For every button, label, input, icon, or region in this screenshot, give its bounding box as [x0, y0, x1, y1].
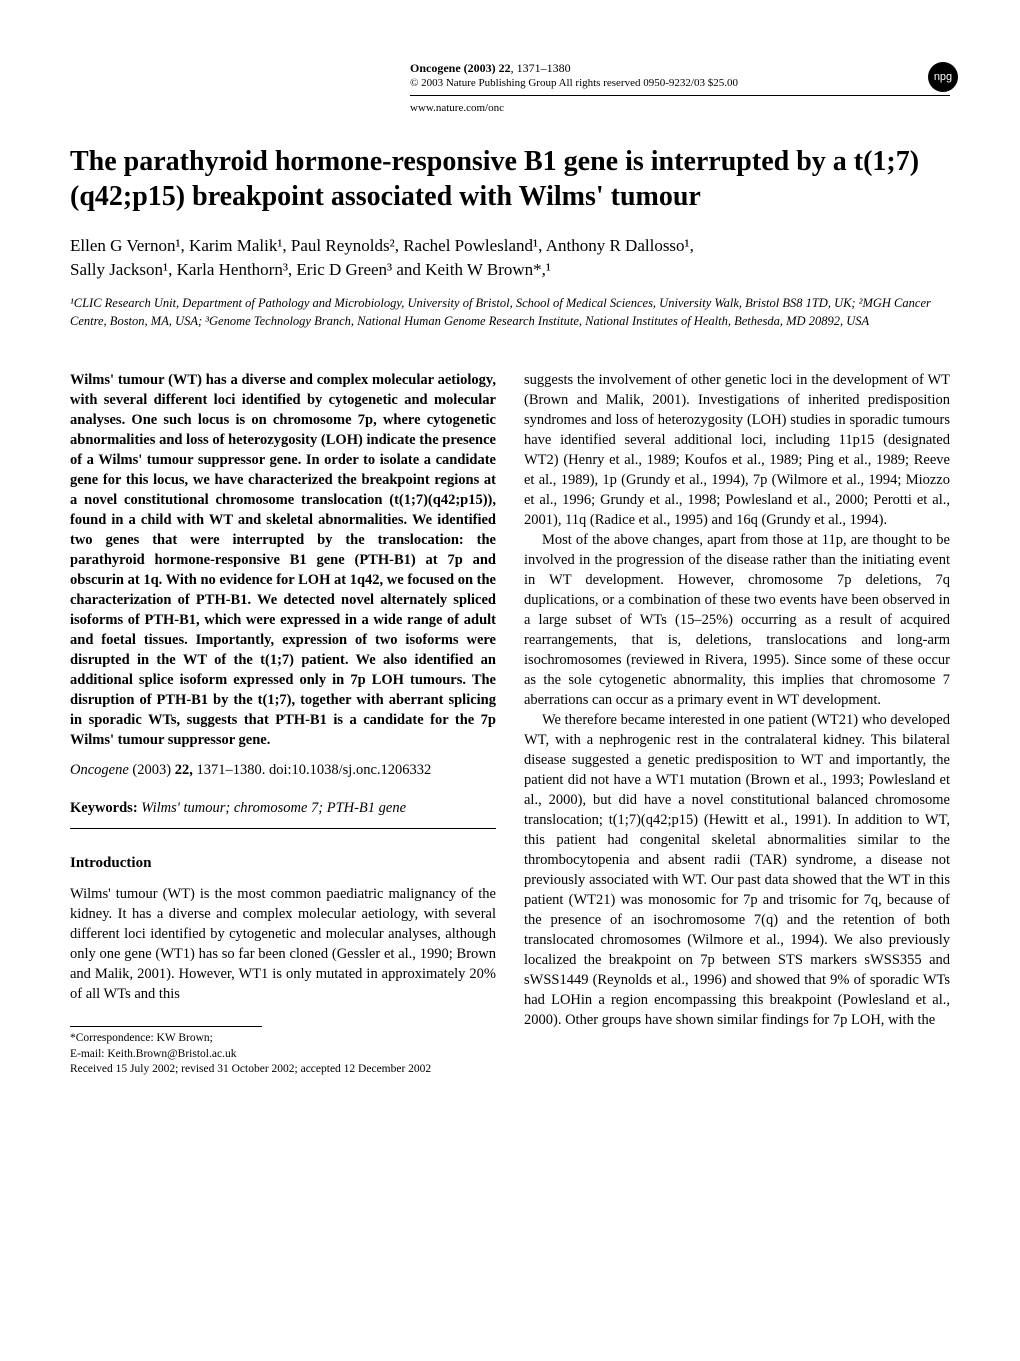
- article-title: The parathyroid hormone-responsive B1 ge…: [70, 144, 950, 214]
- journal-name: Oncogene (2003): [410, 61, 496, 75]
- keywords-label: Keywords:: [70, 800, 138, 816]
- keywords-block: Keywords: Wilms' tumour; chromosome 7; P…: [70, 798, 496, 818]
- citation-year: (2003): [132, 762, 171, 778]
- authors-line-1: Ellen G Vernon¹, Karim Malik¹, Paul Reyn…: [70, 234, 950, 258]
- left-column: Wilms' tumour (WT) has a diverse and com…: [70, 370, 496, 1077]
- correspondence-footnote: *Correspondence: KW Brown;: [70, 1031, 496, 1047]
- citation-volume: 22,: [175, 762, 193, 778]
- keywords-rule: [70, 828, 496, 829]
- intro-heading: Introduction: [70, 853, 496, 874]
- citation-line: Oncogene (2003) 22, 1371–1380. doi:10.10…: [70, 760, 496, 780]
- two-column-body: Wilms' tumour (WT) has a diverse and com…: [70, 370, 950, 1077]
- keywords-text: Wilms' tumour; chromosome 7; PTH-B1 gene: [138, 800, 406, 816]
- intro-paragraph: Wilms' tumour (WT) is the most common pa…: [70, 884, 496, 1004]
- journal-volume: 22: [499, 61, 511, 75]
- authors-block: Ellen G Vernon¹, Karim Malik¹, Paul Reyn…: [70, 234, 950, 282]
- col2-para3: We therefore became interested in one pa…: [524, 710, 950, 1030]
- citation-doi: doi:10.1038/sj.onc.1206332: [269, 762, 431, 778]
- footnote-rule: [70, 1026, 262, 1027]
- received-footnote: Received 15 July 2002; revised 31 Octobe…: [70, 1062, 496, 1078]
- right-column: suggests the involvement of other geneti…: [524, 370, 950, 1077]
- header-rule: [410, 95, 950, 96]
- journal-url: www.nature.com/onc: [410, 102, 950, 114]
- col2-para2: Most of the above changes, apart from th…: [524, 530, 950, 710]
- email-footnote: E-mail: Keith.Brown@Bristol.ac.uk: [70, 1047, 496, 1063]
- journal-reference: Oncogene (2003) 22, 1371–1380: [410, 60, 950, 77]
- col2-para1: suggests the involvement of other geneti…: [524, 370, 950, 530]
- journal-header: Oncogene (2003) 22, 1371–1380 © 2003 Nat…: [410, 60, 950, 89]
- journal-pages: 1371–1380: [517, 61, 571, 75]
- authors-line-2: Sally Jackson¹, Karla Henthorn³, Eric D …: [70, 258, 950, 282]
- affiliations: ¹CLIC Research Unit, Department of Patho…: [70, 295, 950, 330]
- citation-journal: Oncogene: [70, 762, 129, 778]
- citation-pages: 1371–1380.: [196, 762, 265, 778]
- abstract: Wilms' tumour (WT) has a diverse and com…: [70, 370, 496, 750]
- npg-badge: npg: [928, 62, 958, 92]
- copyright-line: © 2003 Nature Publishing Group All right…: [410, 77, 950, 89]
